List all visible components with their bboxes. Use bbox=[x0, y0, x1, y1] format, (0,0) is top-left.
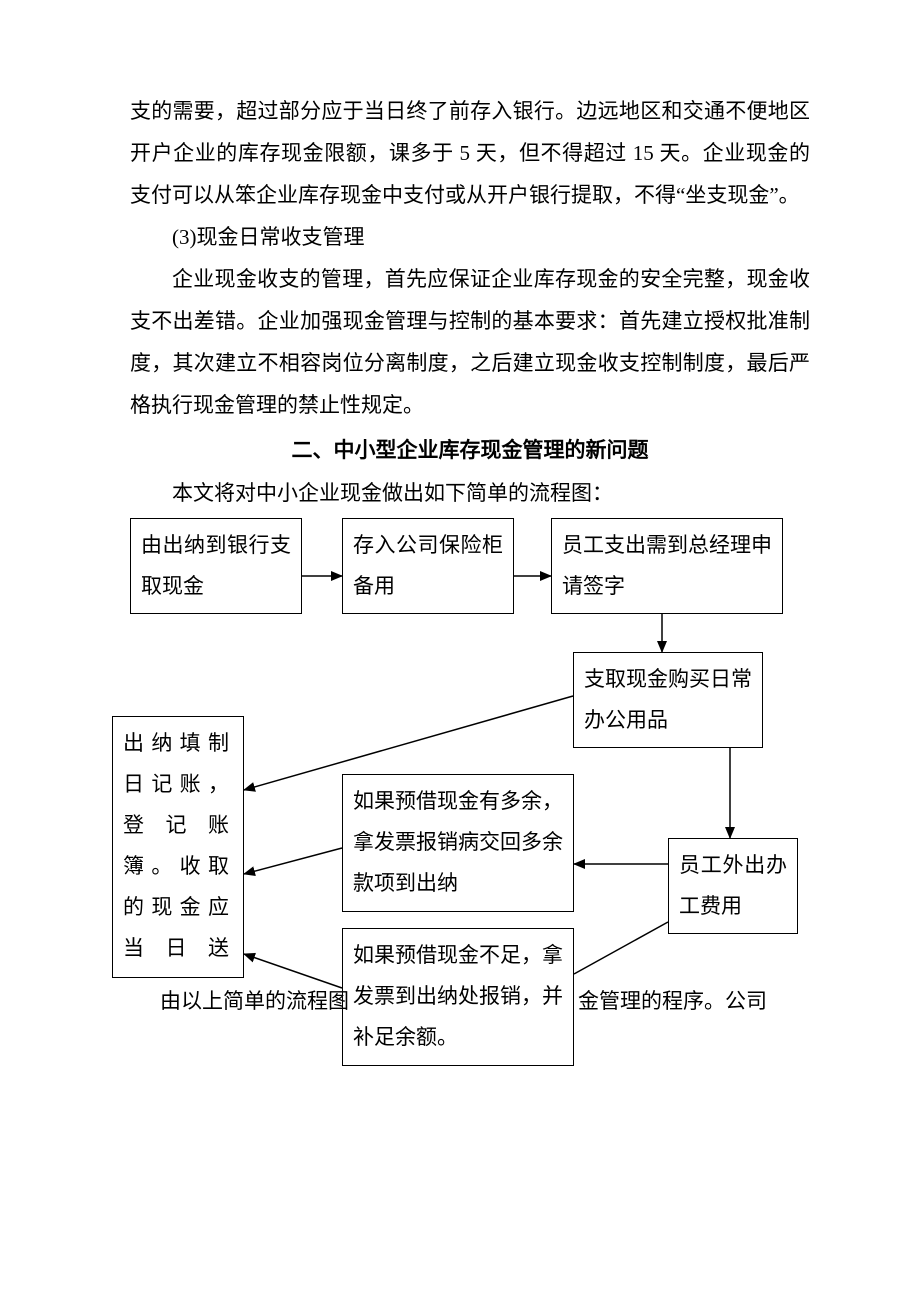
paragraph-4: 本文将对中小企业现金做出如下简单的流程图： bbox=[130, 472, 810, 514]
flow-node-2: 存入公司保险柜备用 bbox=[342, 518, 514, 614]
paragraph-2: (3)现金日常收支管理 bbox=[130, 216, 810, 258]
paragraph-3: 企业现金收支的管理，首先应保证企业库存现金的安全完整，现金收支不出差错。企业加强… bbox=[130, 258, 810, 426]
flow-node-1: 由出纳到银行支取现金 bbox=[130, 518, 302, 614]
flowchart: 由出纳到银行支取现金 存入公司保险柜备用 员工支出需到总经理申请签字 支取现金购… bbox=[130, 518, 810, 1108]
paragraph-1: 支的需要，超过部分应于当日终了前存入银行。边远地区和交通不便地区开户企业的库存现… bbox=[130, 90, 810, 216]
overlapped-text-left: 由以上简单的流程图 bbox=[160, 980, 349, 1022]
overlapped-text-right: 金管理的程序。公司 bbox=[578, 980, 767, 1022]
section-heading: 二、中小型企业库存现金管理的新问题 bbox=[130, 434, 810, 464]
flow-node-4: 支取现金购买日常办公用品 bbox=[573, 652, 763, 748]
document-page: 支的需要，超过部分应于当日终了前存入银行。边远地区和交通不便地区开户企业的库存现… bbox=[0, 0, 920, 1168]
flow-node-5: 出纳填制日记账，登记账簿。收取的现金应当日送 bbox=[112, 716, 244, 978]
flow-node-6: 如果预借现金有多余，拿发票报销病交回多余款项到出纳 bbox=[342, 774, 574, 912]
flow-node-8: 如果预借现金不足，拿发票到出纳处报销，并补足余额。 bbox=[342, 928, 574, 1066]
flow-node-3: 员工支出需到总经理申请签字 bbox=[551, 518, 783, 614]
flow-node-7: 员工外出办工费用 bbox=[668, 838, 798, 934]
